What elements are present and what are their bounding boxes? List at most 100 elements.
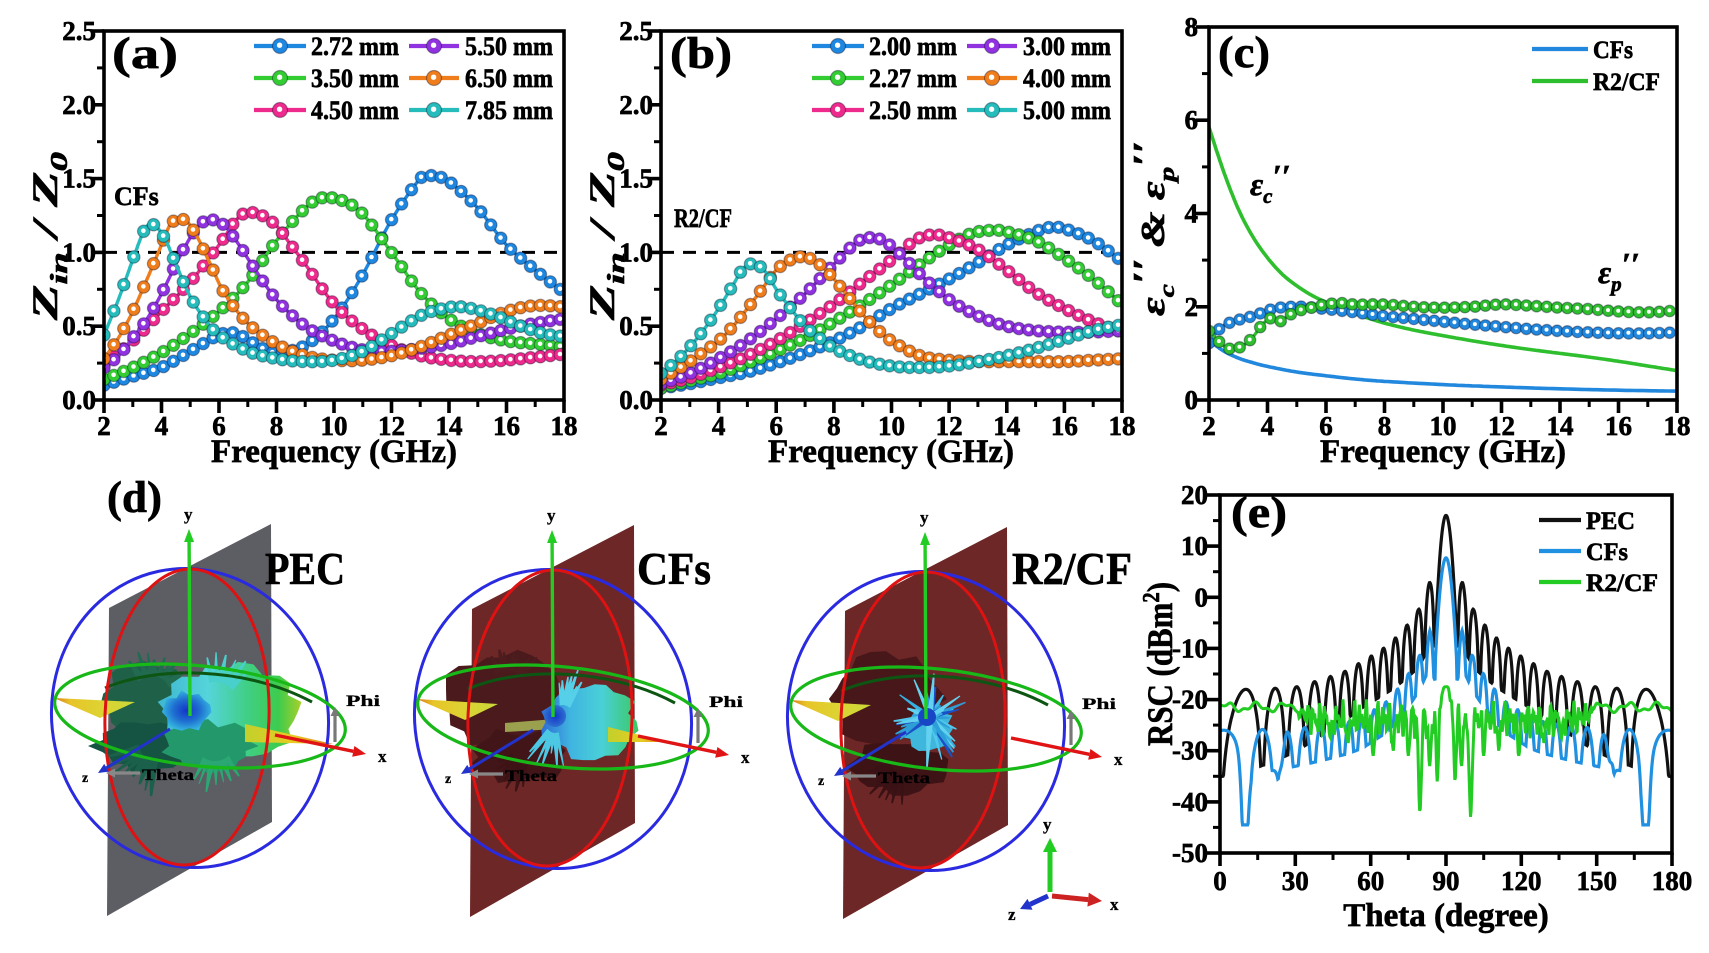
- svg-text:-40: -40: [1172, 787, 1208, 817]
- svg-text:1.5: 1.5: [62, 164, 96, 194]
- svg-text:(b): (b): [670, 29, 732, 78]
- svg-text:10: 10: [321, 411, 348, 441]
- svg-text:12: 12: [378, 411, 405, 441]
- svg-text:2.72 mm: 2.72 mm: [311, 32, 399, 61]
- svg-text:1.0: 1.0: [619, 237, 653, 267]
- svg-text:8: 8: [270, 411, 284, 441]
- svg-text:Theta: Theta: [878, 770, 930, 787]
- svg-text:60: 60: [1357, 866, 1384, 896]
- svg-text:y: y: [920, 508, 929, 527]
- svg-text:6.50 mm: 6.50 mm: [465, 64, 553, 93]
- svg-text:R2/CF: R2/CF: [1012, 543, 1132, 594]
- svg-text:-10: -10: [1172, 633, 1208, 663]
- svg-text:-30: -30: [1172, 736, 1208, 766]
- svg-text:3.50 mm: 3.50 mm: [311, 64, 399, 93]
- svg-text:120: 120: [1501, 866, 1542, 896]
- svg-text:CFs: CFs: [1593, 37, 1633, 64]
- svg-text:150: 150: [1576, 866, 1617, 896]
- svg-text:Frequency (GHz): Frequency (GHz): [211, 434, 457, 470]
- svg-text:6: 6: [212, 411, 226, 441]
- svg-text:Frequency (GHz): Frequency (GHz): [768, 434, 1014, 470]
- svg-text:(d): (d): [107, 473, 162, 522]
- svg-text:Frequency (GHz): Frequency (GHz): [1320, 434, 1566, 470]
- svg-text:CFs: CFs: [114, 182, 159, 211]
- svg-text:z: z: [82, 771, 88, 786]
- svg-text:6: 6: [769, 411, 783, 441]
- svg-text:x: x: [1110, 895, 1119, 914]
- svg-text:z: z: [818, 774, 824, 789]
- svg-text:16: 16: [493, 411, 520, 441]
- svg-text:5.00 mm: 5.00 mm: [1023, 96, 1111, 125]
- svg-text:2.5: 2.5: [619, 16, 653, 46]
- svg-text:R2/CF: R2/CF: [1593, 69, 1660, 96]
- svg-text:z: z: [445, 772, 451, 787]
- svg-text:0.5: 0.5: [62, 311, 96, 341]
- svg-text:18: 18: [1664, 411, 1691, 441]
- svg-text:Phi: Phi: [346, 693, 381, 710]
- svg-text:12: 12: [1488, 411, 1515, 441]
- svg-text:12: 12: [936, 411, 963, 441]
- svg-text:R2/CF: R2/CF: [1586, 570, 1658, 597]
- svg-text:2.0: 2.0: [619, 90, 653, 120]
- svg-text:2: 2: [97, 411, 111, 441]
- svg-text:14: 14: [436, 411, 463, 441]
- svg-text:180: 180: [1652, 866, 1693, 896]
- svg-text:Phi: Phi: [1082, 696, 1117, 713]
- svg-text:7.85 mm: 7.85 mm: [465, 96, 553, 125]
- svg-text:0: 0: [1185, 385, 1199, 415]
- svg-text:y: y: [184, 505, 193, 524]
- svg-text:90: 90: [1433, 866, 1460, 896]
- svg-text:2: 2: [1202, 411, 1216, 441]
- svg-text:4: 4: [1185, 199, 1199, 229]
- svg-text:4.50 mm: 4.50 mm: [311, 96, 399, 125]
- svg-text:(a): (a): [112, 29, 178, 78]
- svg-text:6: 6: [1319, 411, 1333, 441]
- svg-text:18: 18: [1109, 411, 1136, 441]
- svg-text:x: x: [1114, 750, 1123, 769]
- svg-text:8: 8: [827, 411, 841, 441]
- svg-text:2.27 mm: 2.27 mm: [869, 64, 957, 93]
- svg-text:Theta (degree): Theta (degree): [1343, 898, 1549, 934]
- svg-text:0.0: 0.0: [62, 385, 96, 415]
- svg-text:-50: -50: [1172, 838, 1208, 868]
- svg-text:Theta: Theta: [505, 768, 557, 785]
- svg-text:Theta: Theta: [142, 767, 194, 784]
- svg-text:2.00 mm: 2.00 mm: [869, 32, 957, 61]
- svg-text:R2/CF: R2/CF: [674, 204, 732, 233]
- svg-text:2: 2: [1185, 292, 1199, 322]
- svg-text:10: 10: [1430, 411, 1457, 441]
- svg-text:0: 0: [1213, 866, 1227, 896]
- svg-text:16: 16: [1051, 411, 1078, 441]
- svg-text:-20: -20: [1172, 685, 1208, 715]
- svg-text:0: 0: [1195, 582, 1209, 612]
- svg-text:8: 8: [1378, 411, 1392, 441]
- svg-text:(c): (c): [1218, 28, 1270, 77]
- svg-text:3.00 mm: 3.00 mm: [1023, 32, 1111, 61]
- svg-text:0.0: 0.0: [619, 385, 653, 415]
- svg-text:y: y: [547, 506, 556, 525]
- svg-text:2.0: 2.0: [62, 90, 96, 120]
- svg-text:4: 4: [712, 411, 726, 441]
- svg-text:2.50 mm: 2.50 mm: [869, 96, 957, 125]
- svg-text:8: 8: [1185, 12, 1199, 42]
- svg-text:14: 14: [993, 411, 1020, 441]
- svg-text:6: 6: [1185, 105, 1199, 135]
- svg-text:RSC (dBm2): RSC (dBm2): [1139, 582, 1180, 746]
- svg-text:4.00 mm: 4.00 mm: [1023, 64, 1111, 93]
- svg-text:1.5: 1.5: [619, 164, 653, 194]
- svg-text:5.50 mm: 5.50 mm: [465, 32, 553, 61]
- svg-text:1.0: 1.0: [62, 237, 96, 267]
- svg-text:2.5: 2.5: [62, 16, 96, 46]
- svg-text:x: x: [378, 747, 387, 766]
- svg-text:30: 30: [1282, 866, 1309, 896]
- svg-text:y: y: [1043, 815, 1052, 834]
- svg-text:18: 18: [551, 411, 578, 441]
- svg-text:10: 10: [878, 411, 905, 441]
- svg-text:2: 2: [654, 411, 668, 441]
- svg-text:z: z: [1008, 905, 1016, 924]
- svg-text:4: 4: [155, 411, 169, 441]
- svg-text:0.5: 0.5: [619, 311, 653, 341]
- svg-text:14: 14: [1547, 411, 1574, 441]
- svg-text:PEC: PEC: [265, 543, 345, 594]
- svg-text:CFs: CFs: [637, 543, 711, 594]
